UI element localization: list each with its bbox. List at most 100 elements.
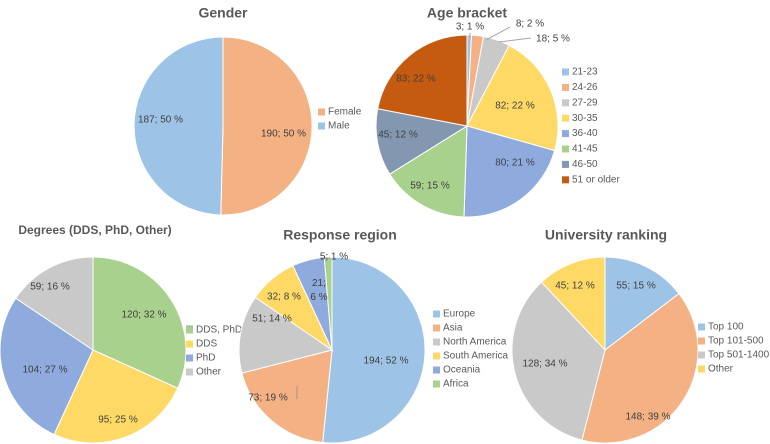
degrees-legend-swatch (186, 326, 193, 334)
age-legend-swatch (562, 99, 569, 107)
degrees-legend-item: DDS, PhD (196, 325, 242, 336)
ranking-legend-swatch (698, 323, 705, 331)
age-legend-item: 46-50 (572, 159, 598, 170)
age-slice-30-35[interactable] (466, 44, 559, 152)
region-legend: Europe Asia North America South America Ocea… (433, 309, 508, 390)
degrees-legend-item: PhD (196, 353, 215, 364)
region-legend-swatch (433, 352, 440, 360)
degrees-slice-dds-phd[interactable] (92, 256, 187, 389)
ranking-legend-swatch (698, 351, 705, 359)
ranking-legend-item: Top 100 (708, 322, 744, 333)
degrees-slice-dds[interactable] (53, 349, 179, 444)
degrees-legend-swatch (186, 368, 193, 376)
age-slice-41-45[interactable] (389, 125, 468, 218)
degrees-data-label: 59; 16 % (30, 282, 70, 293)
degrees-legend: DDS, PhD DDS PhD Other (186, 325, 242, 378)
region-legend-item: North America (443, 337, 507, 348)
age-slice-51-or-older[interactable] (377, 34, 468, 127)
ranking-slice-top-101-500[interactable] (581, 292, 699, 444)
ranking-data-label: 148; 39 % (625, 412, 670, 423)
degrees-legend-swatch (186, 354, 193, 362)
degrees-chart-title: Degrees (DDS, PhD, Other) (18, 223, 171, 237)
degrees-data-label: 95; 25 % (98, 415, 138, 426)
region-legend-swatch (433, 366, 440, 374)
degrees-legend-item: DDS (196, 339, 217, 350)
age-data-label: 8; 2 % (516, 19, 544, 30)
ranking-legend-swatch (698, 365, 705, 373)
region-legend-item: Oceania (443, 365, 481, 376)
gender-slice-female[interactable] (220, 36, 313, 216)
age-legend-swatch (562, 114, 569, 122)
age-legend: 21-23 24-26 27-29 30-35 36-40 41-45 46-50 51 or… (562, 67, 620, 185)
region-legend-swatch (433, 380, 440, 388)
ranking-slice-top-100[interactable] (604, 256, 680, 352)
age-legend-item: 41-45 (572, 144, 598, 155)
region-legend-item: South America (443, 351, 508, 362)
age-leader-line (485, 26, 511, 41)
region-slice-asia[interactable] (241, 349, 333, 444)
ranking-slice-top-501-1400[interactable] (511, 281, 606, 441)
gender-legend-swatch (318, 108, 325, 116)
gender-data-label: 190; 50 % (261, 129, 306, 140)
age-data-label: 82; 22 % (495, 101, 535, 112)
ranking-chart-title: University ranking (545, 227, 667, 243)
region-data-label: 32; 8 % (267, 292, 301, 303)
age-data-label: 45; 12 % (378, 130, 418, 141)
region-data-label: 5; 1 % (320, 252, 348, 263)
age-chart-title: Age bracket (427, 5, 507, 21)
age-data-label: 80; 21 % (495, 158, 535, 169)
gender-chart-title: Gender (198, 5, 248, 21)
ranking-legend-item: Top 101-500 (708, 336, 764, 347)
age-legend-item: 24-26 (572, 82, 598, 93)
region-slice-africa[interactable] (323, 256, 333, 351)
age-data-label: 59; 15 % (410, 181, 450, 192)
ranking-legend-item: Other (708, 364, 734, 375)
age-data-label: 18; 5 % (536, 34, 570, 45)
region-pie-chart: Response region 194; 52 % 73; 19 % 51; 14 %… (238, 227, 508, 444)
degrees-pie-chart: Degrees (DDS, PhD, Other) 120; 32 % 95; 25… (0, 223, 242, 444)
region-data-label: 51; 14 % (252, 314, 292, 325)
region-chart-title: Response region (283, 227, 397, 243)
ranking-data-label: 45; 12 % (555, 281, 595, 292)
age-legend-item: 21-23 (572, 67, 598, 78)
ranking-data-label: 55; 15 % (616, 281, 656, 292)
age-slice-36-40[interactable] (463, 125, 556, 218)
age-slice-46-50[interactable] (375, 108, 469, 175)
degrees-slice-other[interactable] (15, 256, 94, 351)
age-leader-line (498, 37, 532, 43)
region-slice-europe[interactable] (322, 256, 426, 444)
region-legend-swatch (433, 324, 440, 332)
age-legend-swatch (562, 83, 569, 91)
age-legend-swatch (562, 145, 569, 153)
gender-legend: Female Male (318, 107, 362, 132)
ranking-pie-chart: University ranking 55; 15 % 148; 39 % 128; … (511, 227, 770, 444)
region-data-label: 194; 52 % (363, 356, 408, 367)
gender-slice-male[interactable] (133, 36, 224, 216)
region-legend-item: Europe (443, 309, 476, 320)
age-data-label: 83; 22 % (396, 74, 436, 85)
ranking-legend-item: Top 501-1400 (708, 350, 770, 361)
age-legend-item: 36-40 (572, 128, 598, 139)
gender-legend-item: Female (328, 107, 362, 118)
ranking-slice-other[interactable] (540, 256, 606, 352)
age-legend-item: 30-35 (572, 113, 598, 124)
age-data-label: 3; 1 % (456, 22, 484, 33)
region-slice-north-america[interactable] (238, 296, 334, 374)
ranking-data-label: 128; 34 % (522, 359, 567, 370)
region-legend-item: Asia (443, 323, 463, 334)
degrees-slice-phd[interactable] (0, 297, 94, 436)
age-legend-swatch (562, 176, 569, 184)
region-legend-swatch (433, 310, 440, 318)
age-legend-swatch (562, 160, 569, 168)
age-legend-item: 27-29 (572, 97, 598, 108)
ranking-legend-swatch (698, 337, 705, 345)
gender-legend-swatch (318, 122, 325, 130)
region-data-label: 21; 6 % (310, 278, 327, 303)
degrees-legend-item: Other (196, 367, 222, 378)
region-data-label: 73; 19 % (248, 393, 288, 404)
gender-data-label: 187; 50 % (138, 115, 183, 126)
age-legend-swatch (562, 68, 569, 76)
region-legend-item: Africa (443, 379, 469, 390)
